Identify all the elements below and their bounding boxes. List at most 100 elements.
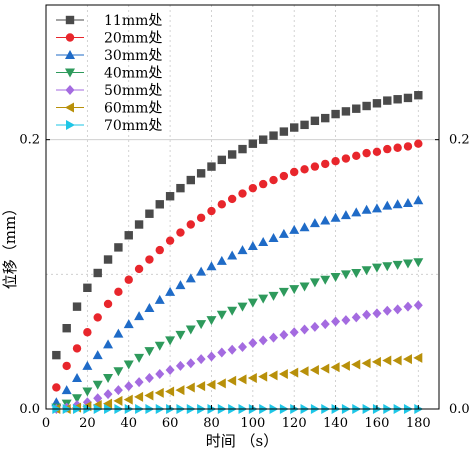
data-point [227, 344, 237, 355]
data-point [392, 199, 403, 209]
data-point [114, 287, 123, 297]
data-point [279, 171, 289, 181]
data-point [351, 312, 361, 323]
data-point [113, 385, 123, 396]
data-point [351, 359, 361, 370]
data-point [413, 352, 423, 363]
data-point [321, 113, 330, 123]
data-point [186, 220, 195, 229]
data-point [62, 324, 71, 333]
legend-marker [65, 33, 75, 42]
data-point [248, 139, 258, 148]
data-point [134, 353, 145, 363]
x-tick-label: 160 [365, 416, 390, 431]
series-6 [51, 352, 423, 414]
data-point [165, 386, 175, 397]
data-point [103, 299, 113, 309]
data-point [269, 175, 278, 185]
data-point [62, 361, 71, 371]
data-point [238, 342, 247, 353]
data-point [414, 139, 423, 148]
data-point [330, 212, 341, 222]
data-point [383, 96, 392, 105]
data-point [186, 175, 195, 185]
data-point [413, 258, 424, 268]
x-tick-label: 0 [42, 416, 50, 431]
data-point [103, 389, 113, 400]
data-point [227, 150, 237, 159]
data-point [393, 143, 402, 152]
data-point [289, 224, 300, 234]
data-point [290, 167, 299, 177]
data-point [155, 200, 164, 209]
data-point [362, 309, 372, 320]
data-point [175, 330, 186, 340]
x-tick-label: 20 [79, 416, 96, 431]
data-point [258, 371, 268, 382]
data-point [371, 203, 382, 213]
data-point [103, 339, 114, 349]
data-point [123, 360, 134, 370]
x-tick-label: 120 [282, 416, 307, 431]
data-point [207, 206, 216, 216]
data-point [248, 183, 258, 193]
data-point [52, 350, 61, 360]
x-tick-label: 180 [406, 416, 431, 431]
data-point [351, 268, 362, 278]
data-point [207, 162, 216, 171]
data-point [217, 155, 227, 165]
legend-label: 50mm处 [104, 83, 162, 99]
data-point [309, 218, 320, 228]
data-point [61, 385, 72, 395]
data-point [237, 302, 248, 312]
data-point [299, 366, 309, 377]
data-point [413, 195, 424, 205]
data-point [145, 209, 154, 218]
data-point [289, 327, 299, 338]
data-point [331, 109, 340, 119]
legend-label: 60mm处 [104, 101, 162, 117]
data-point [206, 351, 216, 362]
data-point [402, 197, 413, 207]
data-point [320, 363, 330, 374]
data-point [206, 316, 217, 326]
series-1 [52, 91, 423, 360]
data-point [403, 301, 413, 312]
data-point [196, 320, 207, 330]
data-point [330, 362, 340, 373]
data-point [165, 336, 176, 346]
data-point [382, 200, 393, 210]
data-point [92, 380, 103, 390]
series-5 [51, 300, 423, 414]
data-point [372, 99, 382, 108]
data-point [83, 283, 92, 292]
data-point [321, 159, 330, 169]
data-point [93, 313, 102, 322]
data-point [92, 350, 103, 360]
data-point [237, 374, 247, 385]
data-point [300, 165, 309, 174]
data-point [176, 228, 185, 237]
data-point [165, 364, 175, 375]
data-point [154, 341, 165, 351]
data-point [93, 268, 102, 278]
data-point [52, 383, 61, 392]
data-point [289, 285, 300, 295]
data-point [134, 311, 145, 321]
data-point [185, 382, 195, 393]
legend-marker [65, 50, 75, 59]
data-point [258, 237, 269, 247]
data-point [393, 95, 402, 104]
data-point [268, 232, 279, 242]
data-point [196, 213, 206, 222]
data-point [154, 294, 165, 304]
data-point [414, 91, 423, 100]
x-tick-label: 140 [323, 416, 348, 431]
data-point [382, 262, 393, 272]
legend-marker [65, 102, 74, 113]
plot-frame [45, 4, 440, 410]
series-4 [51, 258, 424, 413]
data-point [114, 243, 123, 252]
data-point [145, 255, 154, 264]
